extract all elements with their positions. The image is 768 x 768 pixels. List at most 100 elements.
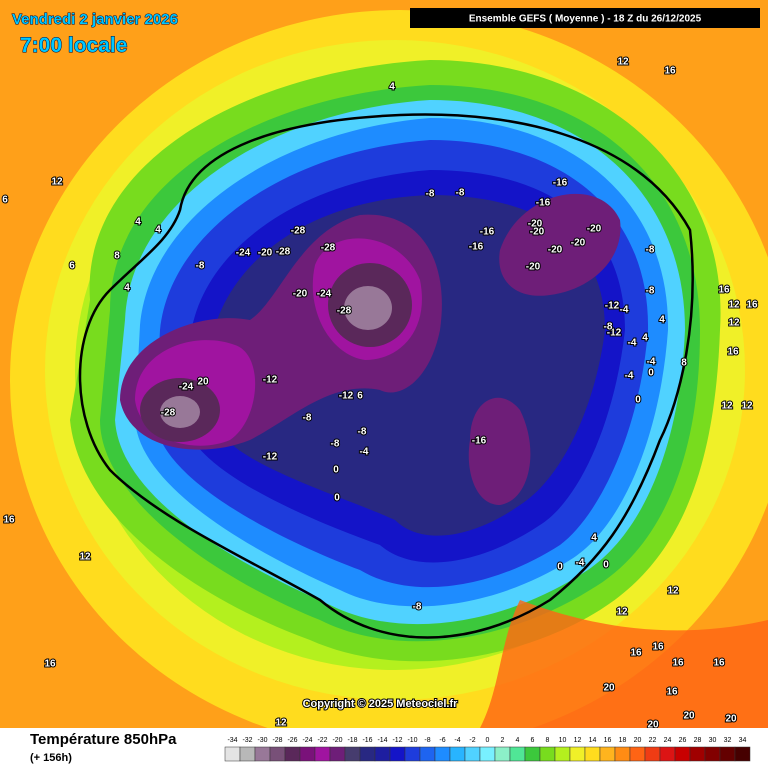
scale-label: 0: [486, 737, 490, 744]
contour-label: -8: [303, 413, 312, 424]
contour-label: 4: [642, 333, 648, 344]
contour-label: -12: [263, 452, 278, 463]
contour-label: -20: [293, 289, 308, 300]
scale-swatch: [479, 746, 496, 762]
scale-label: 28: [694, 737, 702, 744]
contour-label: 4: [155, 225, 161, 236]
contour-label: -12: [339, 391, 354, 402]
model-box: [410, 8, 760, 28]
contour-label: -20: [571, 238, 586, 249]
lead-time: (+ 156h): [30, 752, 72, 764]
contour-label: -28: [291, 226, 306, 237]
scale-label: 8: [546, 737, 550, 744]
scale-label: 22: [649, 737, 657, 744]
scale-swatch: [629, 746, 646, 762]
scale-label: -20: [332, 737, 342, 744]
contour-label: -20: [258, 248, 273, 259]
scale-swatch: [719, 746, 736, 762]
contour-label: -16: [480, 227, 495, 238]
contour-label: 16: [672, 658, 684, 669]
color-scale: -34 -32 -30 -28 -26 -24 -22 -20 -18 -16 -14 -12 -10-…: [224, 737, 751, 762]
contour-label: -28: [276, 247, 291, 258]
contour-label: -4: [628, 338, 637, 349]
scale-label: -24: [302, 737, 312, 744]
contour-label: -20: [548, 245, 563, 256]
scale-swatch: [389, 746, 406, 762]
contour-label: -8: [358, 427, 367, 438]
scale-swatch: [524, 746, 541, 762]
scale-swatch: [404, 746, 421, 762]
copyright: Copyright © 2025 Meteociel.fr: [303, 698, 459, 710]
scale-label: 14: [589, 737, 597, 744]
scale-label: 4: [516, 737, 520, 744]
scale-swatch: [674, 746, 691, 762]
scale-swatch: [269, 746, 286, 762]
contour-label: 4: [124, 283, 130, 294]
scale-swatch: [689, 746, 706, 762]
contour-label: 16: [718, 285, 730, 296]
scale-swatch: [374, 746, 391, 762]
scale-swatch: [599, 746, 616, 762]
scale-label: -18: [347, 737, 357, 744]
contour-label: 0: [603, 560, 609, 571]
contour-label: 20: [725, 714, 737, 725]
scale-label: -28: [272, 737, 282, 744]
contour-label: -12: [607, 328, 622, 339]
contour-label: -4: [625, 371, 634, 382]
scale-label: -22: [317, 737, 327, 744]
scale-swatch: [569, 746, 586, 762]
contour-label: 12: [728, 300, 740, 311]
contour-label: -24: [236, 248, 251, 259]
scale-swatch: [539, 746, 556, 762]
contour-label: 0: [557, 562, 563, 573]
contour-label: 6: [2, 195, 8, 206]
scale-label: -4: [454, 737, 460, 744]
scale-label: 18: [619, 737, 627, 744]
contour-label: -4: [576, 558, 585, 569]
scale-label: -6: [439, 737, 445, 744]
date: Vendredi 2 janvier 2026: [12, 11, 178, 28]
contour-label: 20: [197, 377, 209, 388]
contour-label: 8: [114, 251, 120, 262]
scale-label: 2: [501, 737, 505, 744]
contour-label: -28: [337, 306, 352, 317]
contour-label: -8: [646, 245, 655, 256]
scale-label: 34: [739, 737, 747, 744]
scale-swatch: [659, 746, 676, 762]
contour-label: 8: [681, 358, 687, 369]
contour-label: 16: [666, 687, 678, 698]
contour-label: -16: [472, 436, 487, 447]
freezing-contour: [78, 113, 694, 639]
contour-label: -8: [196, 261, 205, 272]
scale-label: -30: [257, 737, 267, 744]
contour-label: 4: [135, 217, 141, 228]
scale-swatch: [644, 746, 661, 762]
scale-swatch: [254, 746, 271, 762]
contour-label: 16: [713, 658, 725, 669]
scale-swatch: [734, 746, 751, 762]
scale-swatch: [584, 746, 601, 762]
contour-label: -20: [530, 227, 545, 238]
scale-label: 30: [709, 737, 717, 744]
contour-label: 16: [652, 642, 664, 653]
scale-swatch: [554, 746, 571, 762]
contour-label: 6: [357, 391, 363, 402]
contour-label: 16: [3, 515, 15, 526]
scale-label: 24: [664, 737, 672, 744]
contour-label: -24: [317, 289, 332, 300]
contour-label: 4: [591, 533, 597, 544]
footer-title: Température 850hPa: [30, 731, 177, 748]
contour-label: -16: [469, 242, 484, 253]
temperature-field: [0, 0, 768, 750]
scale-label: -2: [469, 737, 475, 744]
scale-swatch: [449, 746, 466, 762]
scale-label: 32: [724, 737, 732, 744]
contour-label: 12: [275, 718, 287, 729]
scale-swatch: [344, 746, 361, 762]
contour-label: -8: [331, 439, 340, 450]
scale-swatch: [299, 746, 316, 762]
contour-label: -4: [620, 305, 629, 316]
scale-swatch: [284, 746, 301, 762]
